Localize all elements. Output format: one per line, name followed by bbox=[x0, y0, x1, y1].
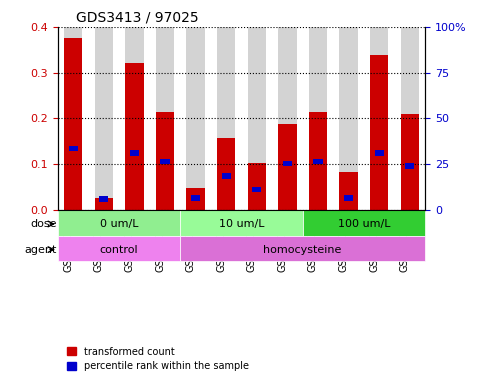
Bar bbox=[217, 27, 235, 210]
Legend: transformed count, percentile rank within the sample: transformed count, percentile rank withi… bbox=[63, 343, 253, 375]
FancyBboxPatch shape bbox=[58, 235, 180, 261]
Bar bbox=[156, 27, 174, 210]
Bar bbox=[186, 188, 205, 210]
Bar bbox=[217, 137, 235, 210]
Bar bbox=[160, 159, 170, 164]
Bar bbox=[156, 111, 174, 210]
Bar bbox=[344, 195, 353, 201]
Text: homocysteine: homocysteine bbox=[264, 245, 342, 255]
Bar bbox=[278, 27, 297, 210]
Bar bbox=[95, 27, 113, 210]
Bar bbox=[125, 63, 143, 210]
Text: GDS3413 / 97025: GDS3413 / 97025 bbox=[76, 10, 199, 24]
Bar bbox=[99, 196, 109, 202]
Bar bbox=[95, 199, 113, 210]
Bar bbox=[370, 27, 388, 210]
Bar bbox=[64, 38, 83, 210]
Text: 0 um/L: 0 um/L bbox=[100, 219, 139, 229]
FancyBboxPatch shape bbox=[180, 235, 425, 261]
FancyBboxPatch shape bbox=[303, 210, 425, 235]
Bar bbox=[248, 163, 266, 210]
Text: 10 um/L: 10 um/L bbox=[219, 219, 264, 229]
Bar bbox=[340, 172, 358, 210]
Bar bbox=[222, 173, 231, 179]
Text: dose: dose bbox=[30, 219, 57, 229]
Bar bbox=[278, 124, 297, 210]
Bar bbox=[191, 195, 200, 201]
Text: agent: agent bbox=[24, 245, 57, 255]
Bar bbox=[370, 55, 388, 210]
FancyBboxPatch shape bbox=[180, 210, 303, 235]
Bar bbox=[375, 151, 384, 156]
Bar bbox=[400, 114, 419, 210]
Text: 100 um/L: 100 um/L bbox=[338, 219, 390, 229]
Bar bbox=[69, 146, 78, 151]
Bar bbox=[130, 151, 139, 156]
Bar bbox=[309, 111, 327, 210]
Text: control: control bbox=[100, 245, 139, 255]
Bar bbox=[248, 27, 266, 210]
Bar bbox=[313, 159, 323, 164]
Bar bbox=[283, 161, 292, 166]
Bar bbox=[252, 187, 261, 192]
Bar bbox=[186, 27, 205, 210]
Bar bbox=[340, 27, 358, 210]
Bar bbox=[309, 27, 327, 210]
FancyBboxPatch shape bbox=[58, 210, 180, 235]
Bar bbox=[405, 163, 414, 169]
Bar bbox=[125, 27, 143, 210]
Bar bbox=[400, 27, 419, 210]
Bar bbox=[64, 27, 83, 210]
